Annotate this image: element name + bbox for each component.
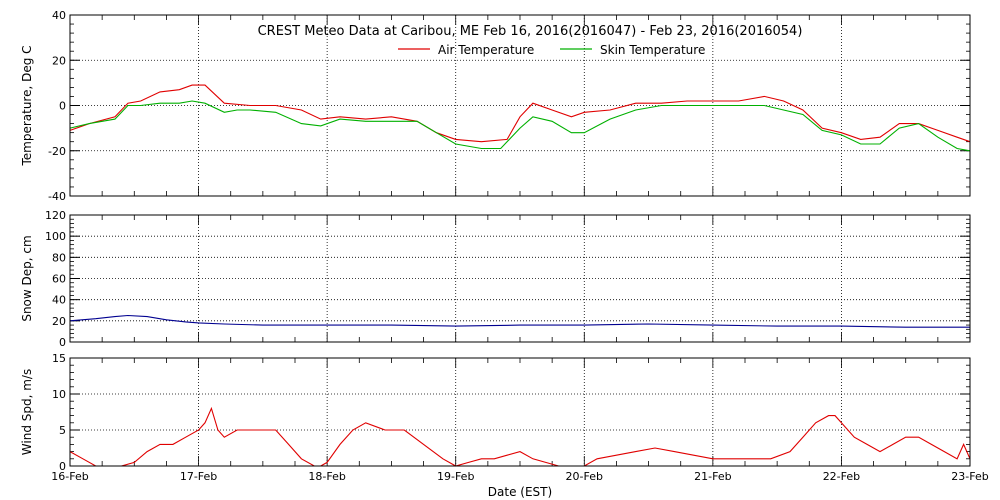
y-tick-label: -40 bbox=[48, 190, 66, 203]
y-tick-label: 20 bbox=[52, 315, 66, 328]
chart-panels: -40 -20 0 20 40 Temperature, Deg C CREST Meteo… bbox=[20, 9, 989, 483]
y-axis-title: Temperature, Deg C bbox=[20, 45, 34, 166]
x-tick-label: 21-Feb bbox=[694, 470, 731, 483]
y-tick-label: 120 bbox=[45, 209, 66, 222]
panel-2: 0 20 40 60 80 100 120 Snow Dep, cm bbox=[20, 209, 971, 349]
y-tick-label: 0 bbox=[59, 100, 66, 113]
series-line-2-1 bbox=[69, 314, 970, 328]
panel-3: 0 5 10 15 Wind Spd, m/s 16-Feb 17-Feb 18-Feb 19-… bbox=[20, 352, 989, 483]
x-tick-label: 16-Feb bbox=[51, 470, 88, 483]
x-tick-label: 22-Feb bbox=[823, 470, 860, 483]
series-line-1-1 bbox=[69, 84, 971, 143]
x-tick-label: 18-Feb bbox=[308, 470, 345, 483]
y-tick-label: 20 bbox=[52, 54, 66, 67]
plot-frame bbox=[69, 357, 971, 467]
y-tick-label: 15 bbox=[52, 352, 66, 365]
y-tick-label: 40 bbox=[52, 294, 66, 307]
y-tick-label: 10 bbox=[52, 388, 66, 401]
y-axis-title: Wind Spd, m/s bbox=[20, 369, 34, 455]
y-tick-label: 60 bbox=[52, 273, 66, 286]
legend-label-2: Skin Temperature bbox=[600, 43, 705, 57]
x-tick-label: 23-Feb bbox=[951, 470, 988, 483]
y-tick-label: 80 bbox=[52, 251, 66, 264]
series-line-3-1 bbox=[69, 406, 971, 467]
x-tick-label: 20-Feb bbox=[566, 470, 603, 483]
y-axis-title: Snow Dep, cm bbox=[20, 235, 34, 321]
y-tick-label: 5 bbox=[59, 424, 66, 437]
y-tick-label: 100 bbox=[45, 230, 66, 243]
plot-frame bbox=[69, 214, 971, 343]
y-tick-label: -20 bbox=[48, 145, 66, 158]
chart-title: CREST Meteo Data at Caribou, ME Feb 16, … bbox=[258, 24, 803, 39]
panel-1: -40 -20 0 20 40 Temperature, Deg C CREST Meteo… bbox=[20, 9, 971, 203]
legend-label-1: Air Temperature bbox=[438, 43, 534, 57]
series-line-1-2 bbox=[69, 100, 971, 152]
y-tick-label: 0 bbox=[59, 460, 66, 473]
x-tick-label: 17-Feb bbox=[180, 470, 217, 483]
y-tick-label: 40 bbox=[52, 9, 66, 22]
plot-frame bbox=[69, 14, 971, 197]
y-tick-label: 0 bbox=[59, 336, 66, 349]
x-axis-title: Date (EST) bbox=[488, 485, 552, 499]
x-tick-label: 19-Feb bbox=[437, 470, 474, 483]
